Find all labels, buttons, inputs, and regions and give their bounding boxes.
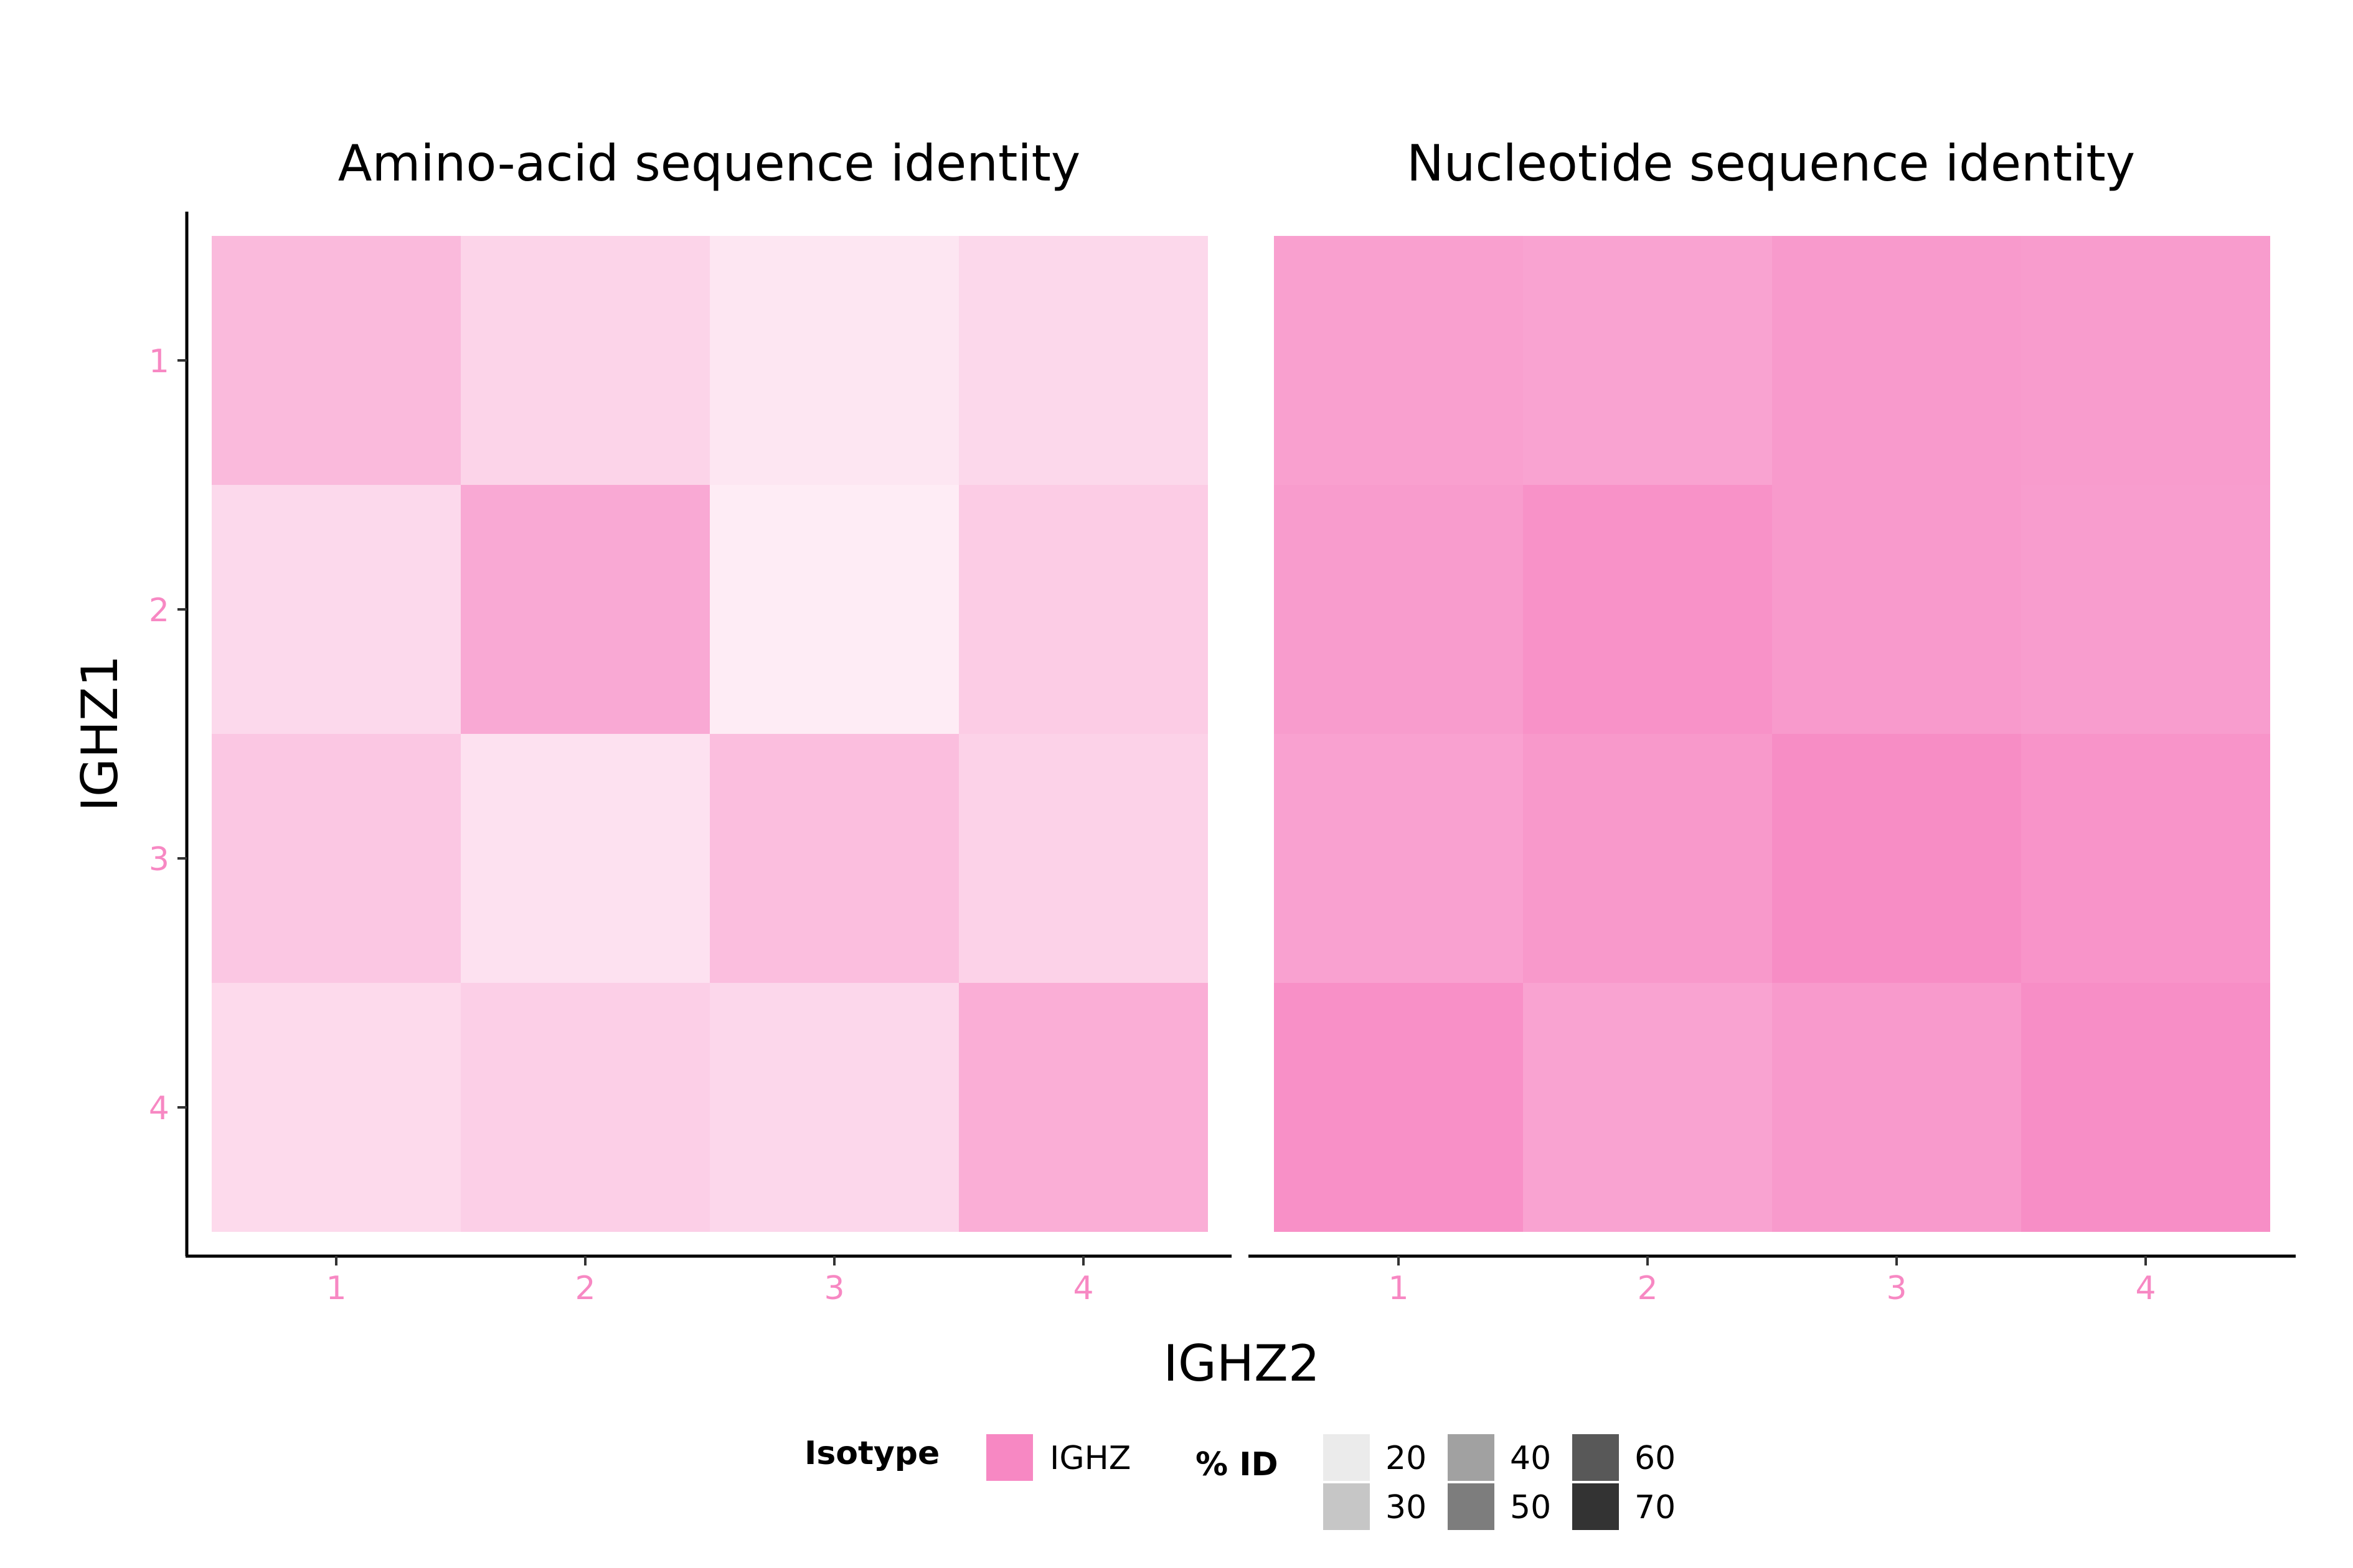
y-tick-label-4: 4 <box>149 1090 169 1127</box>
x-tick-label-p1-3: 3 <box>824 1270 844 1307</box>
x-tick-label-p1-4: 4 <box>1073 1270 1093 1307</box>
heatmap-tile-p1-r4-c1 <box>212 983 461 1232</box>
x-tick-label-p2-1: 1 <box>1388 1270 1408 1307</box>
legend-identity-label-30: 30 <box>1385 1489 1426 1526</box>
legend-isotype-label-ighz: IGHZ <box>1050 1440 1131 1477</box>
y-axis-title: IGHZ1 <box>71 655 129 811</box>
legend-identity-label-20: 20 <box>1385 1440 1426 1477</box>
x-tick-label-p2-2: 2 <box>1637 1270 1657 1307</box>
heatmap-tile-p1-r4-c3 <box>710 983 959 1232</box>
heatmap-tile-p1-r1-c2 <box>461 236 710 485</box>
heatmap-tile-p1-r2-c3 <box>710 485 959 734</box>
heatmap-tile-p1-r4-c4 <box>959 983 1208 1232</box>
panel-title-nucleotide: Nucleotide sequence identity <box>1407 134 2135 192</box>
heatmap-tile-p1-r3-c2 <box>461 734 710 983</box>
panel-title-amino-acid: Amino-acid sequence identity <box>338 134 1081 192</box>
x-tick-label-p2-3: 3 <box>1886 1270 1907 1307</box>
heatmap-tile-p1-r3-c3 <box>710 734 959 983</box>
heatmap-tile-p2-r4-c2 <box>1523 983 1772 1232</box>
heatmap-tile-p2-r2-c3 <box>1772 485 2021 734</box>
heatmap-tile-p1-r1-c3 <box>710 236 959 485</box>
legend-identity-key-40 <box>1448 1434 1494 1481</box>
heatmap-tile-p2-r2-c4 <box>2021 485 2270 734</box>
legend-identity-key-30 <box>1323 1483 1370 1530</box>
amino-acid-heatmap-tiles <box>212 236 1208 1232</box>
x-axis-title: IGHZ2 <box>1163 1335 1319 1392</box>
heatmap-tile-p1-r3-c4 <box>959 734 1208 983</box>
y-tick-label-2: 2 <box>149 592 169 629</box>
heatmap-tile-p1-r2-c1 <box>212 485 461 734</box>
legend-identity-label-60: 60 <box>1634 1440 1676 1477</box>
x-tick-label-p2-4: 4 <box>2135 1270 2156 1307</box>
heatmap-tile-p2-r4-c1 <box>1274 983 1523 1232</box>
heatmap-tile-p2-r1-c3 <box>1772 236 2021 485</box>
legend-identity-label-70: 70 <box>1634 1489 1676 1526</box>
legend-identity-title: % ID <box>1195 1446 1278 1483</box>
legend-isotype-key-ighz <box>986 1434 1033 1481</box>
legend-identity-key-50 <box>1448 1483 1494 1530</box>
heatmap-tile-p1-r1-c4 <box>959 236 1208 485</box>
legend-identity-label-40: 40 <box>1510 1440 1551 1477</box>
heatmap-tile-p2-r4-c3 <box>1772 983 2021 1232</box>
heatmap-tile-p2-r3-c3 <box>1772 734 2021 983</box>
x-axis-ticks-right-panel: 1 2 3 4 <box>1388 1256 2156 1307</box>
nucleotide-heatmap-tiles <box>1274 236 2270 1232</box>
heatmap-tile-p2-r3-c4 <box>2021 734 2270 983</box>
x-tick-label-p1-1: 1 <box>326 1270 346 1307</box>
heatmap-tile-p1-r2-c2 <box>461 485 710 734</box>
y-tick-label-3: 3 <box>149 841 169 878</box>
y-axis-ticks: 1 2 3 4 <box>149 343 187 1127</box>
heatmap-tile-p2-r1-c1 <box>1274 236 1523 485</box>
x-axis-ticks-left-panel: 1 2 3 4 <box>326 1256 1094 1307</box>
heatmap-tile-p1-r3-c1 <box>212 734 461 983</box>
heatmap-tile-p2-r2-c2 <box>1523 485 1772 734</box>
heatmap-tile-p2-r3-c1 <box>1274 734 1523 983</box>
y-tick-label-1: 1 <box>149 343 169 380</box>
heatmap-tile-p2-r1-c4 <box>2021 236 2270 485</box>
legend-identity-keys: 20 30 40 50 60 70 <box>1323 1434 1676 1530</box>
heatmap-tile-p2-r1-c2 <box>1523 236 1772 485</box>
legend-isotype-title: Isotype <box>804 1435 940 1472</box>
legend-identity-key-60 <box>1572 1434 1619 1481</box>
heatmap-tile-p2-r2-c1 <box>1274 485 1523 734</box>
legend-identity-key-70 <box>1572 1483 1619 1530</box>
heatmap-tile-p1-r2-c4 <box>959 485 1208 734</box>
heatmap-tile-p2-r3-c2 <box>1523 734 1772 983</box>
heatmap-tile-p2-r4-c4 <box>2021 983 2270 1232</box>
heatmap-tile-p1-r4-c2 <box>461 983 710 1232</box>
x-tick-label-p1-2: 2 <box>575 1270 595 1307</box>
legend-identity-key-20 <box>1323 1434 1370 1481</box>
legend-identity-label-50: 50 <box>1510 1489 1551 1526</box>
heatmap-tile-p1-r1-c1 <box>212 236 461 485</box>
